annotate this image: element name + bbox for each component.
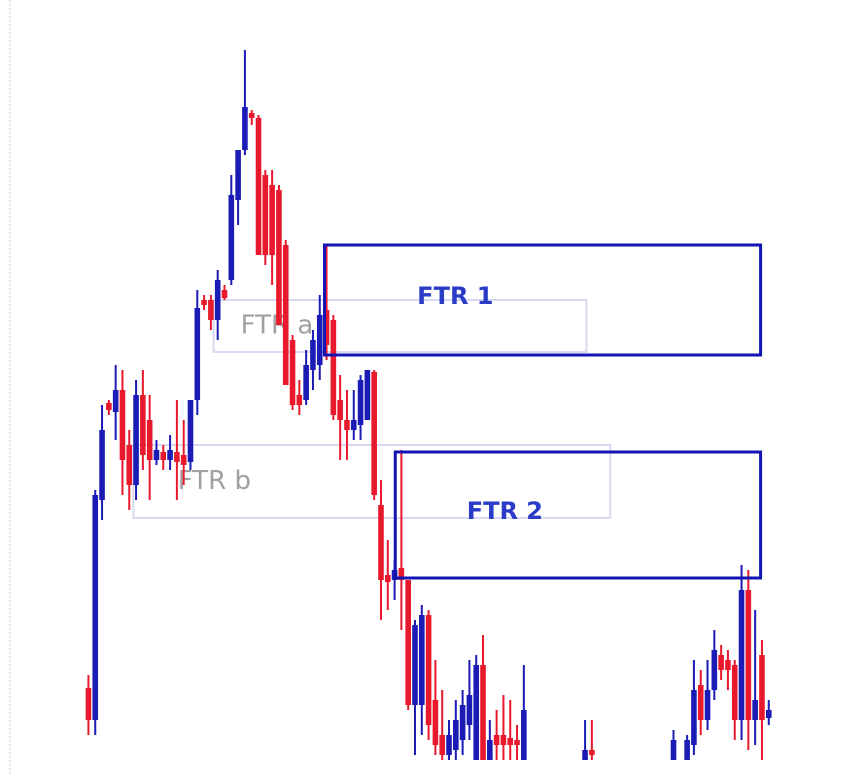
candle-body xyxy=(738,590,745,720)
candle-body xyxy=(684,740,690,760)
candle-body xyxy=(208,300,214,320)
candle-body xyxy=(310,340,316,370)
candle-body xyxy=(418,615,425,705)
candle-body xyxy=(160,452,167,460)
candle-body xyxy=(228,195,235,280)
candle-body xyxy=(425,615,432,725)
candle-body xyxy=(214,280,221,320)
candle-body xyxy=(371,372,377,495)
candle-body xyxy=(364,370,371,420)
strong-zones: FTR 1 FTR 2 xyxy=(323,243,763,580)
candle-body xyxy=(582,750,588,760)
candle-body xyxy=(453,720,459,750)
candle-body xyxy=(432,700,439,745)
candle-body xyxy=(500,735,507,745)
candle-body xyxy=(140,395,146,455)
zone-label: FTR b xyxy=(178,466,251,496)
candle-body xyxy=(514,740,520,745)
candle-body xyxy=(378,505,384,580)
candle-body xyxy=(289,340,296,405)
zone-label: FTR 1 xyxy=(417,282,493,310)
candle-body xyxy=(466,695,473,725)
zone-box xyxy=(323,243,763,357)
candle-body xyxy=(242,107,248,150)
candle-body xyxy=(99,430,105,500)
candle-body xyxy=(92,495,99,720)
candle-body xyxy=(180,455,187,465)
candle-body xyxy=(282,245,289,385)
candle-body xyxy=(412,625,418,705)
candle-body xyxy=(255,118,262,255)
candle-body xyxy=(759,655,765,720)
candle-body xyxy=(153,450,160,460)
candle-body xyxy=(330,320,337,415)
candle-body xyxy=(262,175,269,255)
candles xyxy=(85,50,772,760)
candle-body xyxy=(337,400,343,420)
candle-body xyxy=(323,310,330,345)
candle-body xyxy=(521,710,527,760)
candle-body xyxy=(235,150,241,200)
zone-box xyxy=(393,450,763,580)
zone-box xyxy=(212,299,588,353)
zone-label: FTR 2 xyxy=(467,497,543,525)
candle-body xyxy=(398,568,405,580)
candle-body xyxy=(670,740,677,760)
candle-body xyxy=(691,690,697,745)
candle-body xyxy=(221,290,228,298)
candle-body xyxy=(357,380,364,425)
candle-body xyxy=(725,660,731,670)
candle-body xyxy=(303,365,309,400)
candle-body xyxy=(745,590,752,720)
candle-body xyxy=(276,190,282,325)
candle-body xyxy=(106,403,112,410)
candle-body xyxy=(765,710,772,718)
candle-body xyxy=(112,390,119,412)
candle-body xyxy=(493,735,500,745)
candle-body xyxy=(194,308,201,400)
candle-body xyxy=(344,420,350,430)
candle-body xyxy=(296,395,303,405)
candle-body xyxy=(697,685,704,720)
candle-body xyxy=(711,650,718,690)
candle-body xyxy=(174,452,180,462)
candle-body xyxy=(752,700,758,720)
candle-body xyxy=(146,420,153,460)
candle-body xyxy=(446,735,452,755)
candle-body xyxy=(133,395,139,485)
candle-body xyxy=(119,390,126,460)
candle-body xyxy=(731,665,738,720)
candle-body xyxy=(459,705,466,740)
candle-body xyxy=(85,688,92,720)
candle-body xyxy=(718,655,724,670)
candle-body xyxy=(269,185,275,255)
candle-body xyxy=(248,113,255,118)
candle-body xyxy=(473,665,480,760)
candle-body xyxy=(487,740,493,760)
candle-body xyxy=(167,450,173,460)
candle-body xyxy=(405,580,411,705)
candle-body xyxy=(480,665,486,760)
candle-body xyxy=(350,420,357,430)
candle-body xyxy=(187,400,194,462)
candle-body xyxy=(439,735,446,755)
candle-body xyxy=(126,445,133,485)
candle-body xyxy=(507,738,514,745)
candle-body xyxy=(589,750,595,755)
candle-body xyxy=(384,575,391,582)
candle-body xyxy=(201,300,207,305)
candle-body xyxy=(316,315,323,365)
candle-body xyxy=(704,690,711,720)
